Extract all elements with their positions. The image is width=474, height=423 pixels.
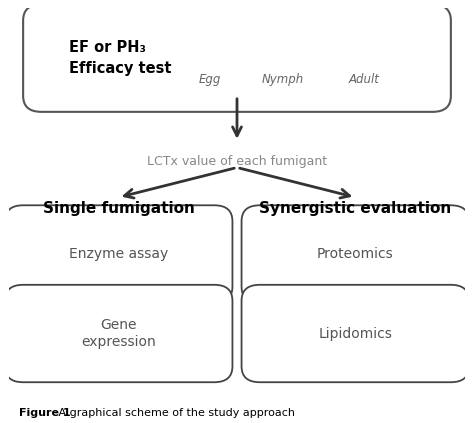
Text: Gene
expression: Gene expression — [82, 319, 156, 349]
Text: Single fumigation: Single fumigation — [43, 201, 195, 216]
FancyBboxPatch shape — [23, 5, 451, 112]
Text: Synergistic evaluation: Synergistic evaluation — [259, 201, 451, 216]
FancyBboxPatch shape — [242, 205, 469, 303]
Text: Figure 1: Figure 1 — [19, 408, 71, 418]
Text: Nymph: Nymph — [261, 73, 304, 86]
Text: Adult: Adult — [349, 73, 380, 86]
FancyBboxPatch shape — [242, 285, 469, 382]
FancyBboxPatch shape — [5, 205, 232, 303]
Text: Lipidomics: Lipidomics — [319, 327, 392, 341]
Text: Proteomics: Proteomics — [317, 247, 394, 261]
FancyBboxPatch shape — [5, 285, 232, 382]
Text: EF or PH₃
Efficacy test: EF or PH₃ Efficacy test — [69, 40, 171, 76]
Text: A graphical scheme of the study approach: A graphical scheme of the study approach — [48, 408, 295, 418]
Text: Egg: Egg — [199, 73, 221, 86]
Text: Enzyme assay: Enzyme assay — [69, 247, 168, 261]
Text: LCTx value of each fumigant: LCTx value of each fumigant — [147, 155, 327, 168]
